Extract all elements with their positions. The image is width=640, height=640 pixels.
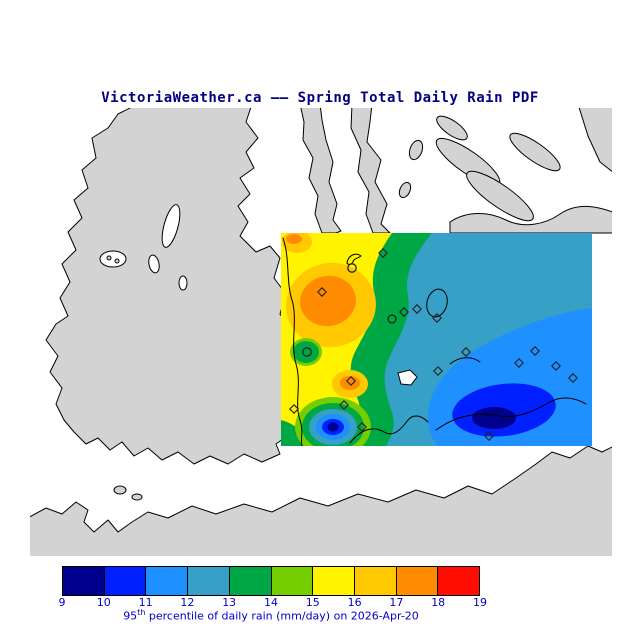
land-island-band bbox=[449, 206, 612, 234]
colorbar-caption: 95th percentile of daily rain (mm/day) o… bbox=[62, 608, 480, 623]
coastal-bay bbox=[99, 250, 127, 268]
station-marker-diamond bbox=[357, 422, 367, 432]
colorbar-tick-label: 12 bbox=[180, 596, 195, 609]
colorbar-tick-label: 16 bbox=[347, 596, 362, 609]
colorbar-segments bbox=[62, 566, 480, 596]
colorbar-tick-label: 13 bbox=[222, 596, 237, 609]
land-peninsula-east bbox=[350, 108, 391, 234]
page-title: VictoriaWeather.ca –– Spring Total Daily… bbox=[101, 90, 539, 106]
land-top-right-corner bbox=[578, 108, 612, 172]
colorbar-segment bbox=[396, 567, 439, 595]
land-peninsula-west bbox=[300, 108, 342, 234]
colorbar-tick-label: 10 bbox=[96, 596, 111, 609]
colorbar-tick-label: 19 bbox=[473, 596, 487, 609]
coastline-overlay bbox=[349, 415, 429, 444]
land-vancouver-island bbox=[45, 108, 299, 465]
contour-navy-southeast-core bbox=[472, 407, 516, 429]
colorbar-ticks: 9 10 11 12 13 14 15 16 17 18 19 bbox=[58, 596, 488, 609]
colorbar-segment bbox=[146, 567, 189, 595]
station-marker-diamond bbox=[378, 248, 388, 258]
station-marker-circle bbox=[347, 263, 357, 273]
station-marker-diamond bbox=[484, 431, 494, 441]
station-marker-diamond bbox=[514, 358, 524, 368]
contour-orange-max-core bbox=[300, 275, 356, 327]
caption-superscript: th bbox=[137, 608, 146, 617]
colorbar-segment bbox=[63, 567, 105, 595]
station-marker-diamond bbox=[568, 373, 578, 383]
colorbar-segment bbox=[188, 567, 230, 595]
colorbar-tick-label: 11 bbox=[138, 596, 153, 609]
contour-orange-mid-core bbox=[340, 376, 360, 390]
contour-orange-topleft-core bbox=[286, 234, 302, 244]
colorbar-segment bbox=[229, 567, 272, 595]
colorbar: 9 10 11 12 13 14 15 16 17 18 19 bbox=[58, 566, 488, 609]
contour-green-spot bbox=[293, 341, 319, 363]
gulf-island bbox=[436, 115, 468, 141]
island-outline bbox=[387, 314, 397, 324]
strait-islet bbox=[113, 485, 127, 495]
gulf-island bbox=[509, 132, 561, 172]
colorbar-segment bbox=[438, 567, 480, 595]
map-layers bbox=[30, 108, 612, 556]
small-island bbox=[408, 139, 424, 161]
strait-islet bbox=[131, 493, 143, 501]
harbour-patch bbox=[397, 369, 418, 386]
station-marker-diamond bbox=[412, 304, 422, 314]
colorbar-segment bbox=[354, 567, 397, 595]
colorbar-segment bbox=[271, 567, 314, 595]
coastline-overlay bbox=[282, 237, 303, 446]
colorbar-tick-label: 17 bbox=[389, 596, 404, 609]
station-marker-diamond bbox=[339, 400, 349, 410]
station-marker-diamond bbox=[399, 307, 409, 317]
colorbar-tick-label: 18 bbox=[431, 596, 446, 609]
station-marker-diamond bbox=[317, 287, 327, 297]
station-marker-circle bbox=[302, 347, 312, 357]
colorbar-segment bbox=[104, 567, 147, 595]
caption-number: 95 bbox=[123, 609, 138, 623]
lake bbox=[148, 254, 160, 274]
station-marker-diamond bbox=[432, 313, 442, 323]
station-marker-diamond bbox=[551, 361, 561, 371]
colorbar-segment bbox=[313, 567, 355, 595]
islet bbox=[106, 255, 112, 261]
station-markers-layer bbox=[289, 248, 578, 441]
station-marker-diamond bbox=[289, 404, 299, 414]
rain-field bbox=[281, 233, 592, 446]
station-marker-diamond bbox=[461, 347, 471, 357]
colorbar-tick-label: 15 bbox=[305, 596, 320, 609]
contour-min-core bbox=[327, 422, 339, 432]
coastline-overlay bbox=[435, 397, 587, 431]
caption-text: percentile of daily rain (mm/day) on 202… bbox=[145, 609, 419, 623]
coastline-overlay bbox=[449, 357, 481, 365]
station-marker-diamond bbox=[433, 366, 443, 376]
land-olympic-peninsula bbox=[30, 445, 612, 556]
colorbar-tick-label: 9 bbox=[58, 596, 66, 609]
small-island bbox=[398, 181, 412, 199]
station-marker-diamond bbox=[346, 376, 356, 386]
colorbar-tick-label: 14 bbox=[264, 596, 278, 609]
islet bbox=[114, 258, 120, 264]
lake bbox=[178, 275, 188, 291]
gulf-island bbox=[466, 170, 534, 222]
lake bbox=[161, 204, 181, 248]
station-marker-diamond bbox=[530, 346, 540, 356]
